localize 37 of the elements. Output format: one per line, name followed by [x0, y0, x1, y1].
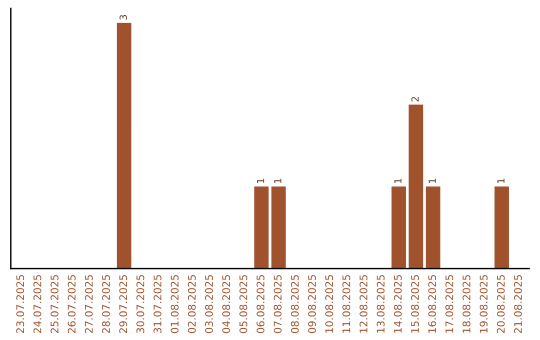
data-label: 1 — [394, 178, 402, 183]
x-tick-label: 29.07.2025 — [119, 275, 128, 334]
data-label: 1 — [497, 178, 504, 183]
x-tick-label: 06.08.2025 — [256, 275, 264, 334]
x-tick-label: 17.08.2025 — [445, 275, 454, 333]
x-tick-label: 15.08.2025 — [411, 275, 419, 333]
x-tick-label: 10.08.2025 — [325, 275, 334, 333]
x-tick-label: 26.07.2025 — [68, 275, 76, 334]
x-tick-label: 21.08.2025 — [514, 275, 522, 334]
x-tick-label: 11.08.2025 — [342, 275, 350, 333]
x-tick-label: 07.08.2025 — [274, 275, 282, 334]
data-label: 3 — [120, 15, 127, 20]
x-tick-label: 16.08.2025 — [428, 275, 436, 333]
x-tick-label: 12.08.2025 — [360, 275, 368, 333]
data-label: 1 — [257, 178, 264, 183]
x-tick-label: 08.08.2025 — [290, 275, 299, 334]
x-tick-label: 23.07.2025 — [16, 275, 24, 334]
data-label: 1 — [274, 178, 282, 183]
x-tick-label: 31.07.2025 — [154, 275, 162, 334]
x-tick-label: 27.07.2025 — [84, 275, 93, 334]
x-tick-label: 13.08.2025 — [376, 275, 385, 333]
x-tick-label: 30.07.2025 — [136, 275, 144, 334]
x-tick-label: 24.07.2025 — [33, 275, 42, 334]
x-tick-label: 28.07.2025 — [102, 275, 110, 334]
x-tick-label: 18.08.2025 — [462, 275, 470, 333]
x-tick-label: 09.08.2025 — [308, 275, 316, 334]
x-tick-label: 14.08.2025 — [394, 275, 402, 333]
x-tick-label: 03.08.2025 — [205, 275, 213, 334]
x-tick-label: 05.08.2025 — [239, 275, 248, 334]
x-tick-label: 01.08.2025 — [170, 275, 179, 334]
x-tick-label: 19.08.2025 — [480, 275, 488, 333]
x-tick-label: 20.08.2025 — [496, 275, 505, 334]
x-tick-label: 04.08.2025 — [222, 275, 230, 334]
data-label: 1 — [428, 178, 436, 183]
x-tick-label: 25.07.2025 — [50, 275, 58, 334]
data-label: 2 — [411, 97, 419, 102]
x-tick-label: 02.08.2025 — [188, 275, 196, 334]
